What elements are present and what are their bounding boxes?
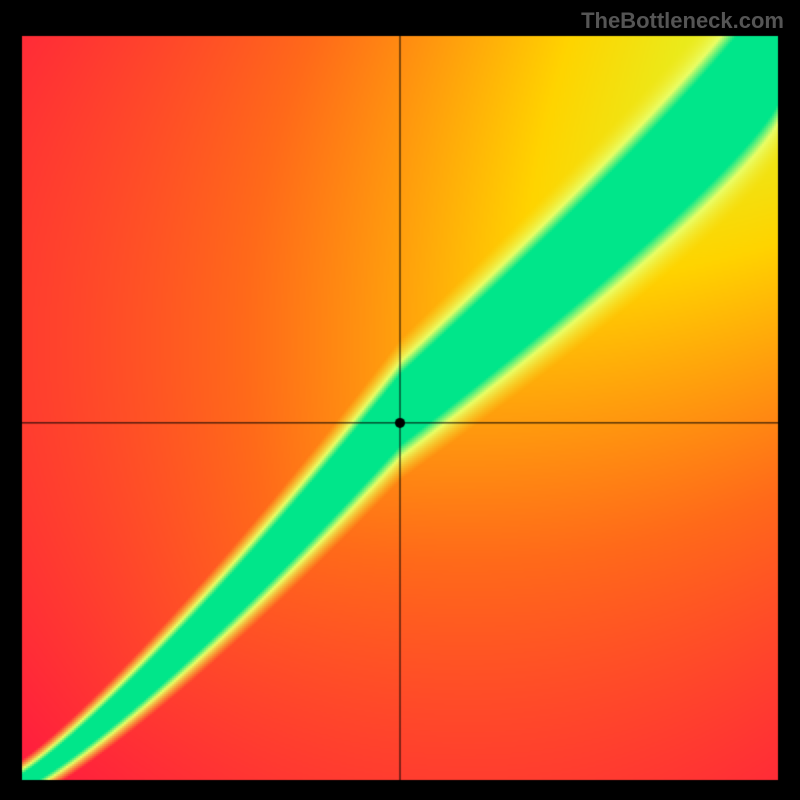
heatmap-canvas xyxy=(0,0,800,800)
chart-container: TheBottleneck.com xyxy=(0,0,800,800)
watermark-text: TheBottleneck.com xyxy=(581,8,784,34)
